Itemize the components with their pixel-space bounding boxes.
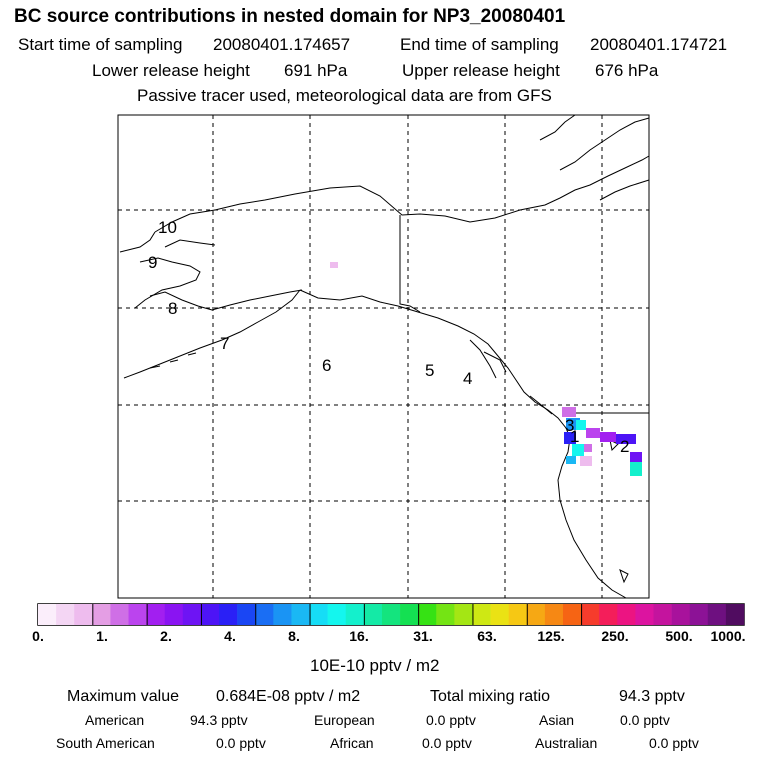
upper-height-value: 676 hPa <box>595 61 659 80</box>
concentration-field <box>330 262 642 476</box>
map-label-8: 8 <box>168 299 178 318</box>
map-label-3: 3 <box>565 416 575 435</box>
colorbar-cell <box>110 604 129 625</box>
colorbar-tick-6: 31. <box>413 628 433 644</box>
colorbar-cell <box>182 604 202 625</box>
map-label-5: 5 <box>425 361 435 380</box>
colorbar-cell <box>363 604 383 625</box>
map-label-9: 9 <box>148 253 158 272</box>
colorbar-cell <box>74 604 93 625</box>
region-american-name: American <box>85 712 145 728</box>
colorbar-cells <box>38 604 745 625</box>
colorbar-cell <box>508 604 528 625</box>
map-label-10: 10 <box>158 218 177 237</box>
colorbar-cell <box>400 604 419 625</box>
map-label-2: 2 <box>620 437 630 456</box>
colorbar-cell <box>327 604 347 625</box>
colorbar-tick-7: 63. <box>477 628 497 644</box>
colorbar-cell <box>309 604 328 625</box>
colorbar-cell <box>472 604 491 625</box>
region-south-american-value: 0.0 pptv <box>216 735 266 751</box>
max-value-label: Maximum value <box>67 688 180 705</box>
region-european-value: 0.0 pptv <box>426 712 476 728</box>
colorbar-cell <box>725 604 745 625</box>
total-mixing-value: 94.3 pptv <box>619 688 685 705</box>
colorbar-cell <box>671 604 690 625</box>
colorbar-cell <box>599 604 618 625</box>
colorbar-cell <box>544 604 564 625</box>
colorbar-tick-4: 8. <box>288 628 300 644</box>
colorbar-cell <box>345 604 365 625</box>
colorbar-tick-10: 500. <box>665 628 693 644</box>
start-time-value: 20080401.174657 <box>213 35 351 54</box>
region-european-name: European <box>314 712 375 728</box>
colorbar-cell <box>689 604 709 625</box>
colorbar-cell <box>128 604 147 625</box>
region-african-name: African <box>330 735 374 751</box>
lower-height-label: Lower release height <box>92 61 250 80</box>
region-south-american-name: South American <box>56 735 155 751</box>
colorbar-cell <box>273 604 292 625</box>
map-frame <box>117 114 650 599</box>
colorbar-cell <box>436 604 455 625</box>
map-label-1: 1 <box>570 427 580 446</box>
colorbar-cell <box>653 604 672 625</box>
colorbar-units: 10E-10 pptv / m2 <box>310 656 440 675</box>
colorbar-cell <box>164 604 184 625</box>
region-african-value: 0.0 pptv <box>422 735 472 751</box>
colorbar-cell <box>490 604 509 625</box>
map-label-4: 4 <box>463 369 473 388</box>
colorbar-cell <box>454 604 473 625</box>
colorbar-cell <box>237 604 256 625</box>
colorbar-cell <box>92 604 111 625</box>
colorbar-tick-3: 4. <box>224 628 236 644</box>
total-mixing-label: Total mixing ratio <box>430 688 551 705</box>
colorbar-cell <box>291 604 310 625</box>
region-australian-name: Australian <box>535 735 598 751</box>
region-asian-value: 0.0 pptv <box>620 712 670 728</box>
colorbar-cell <box>418 604 437 625</box>
colorbar-tick-11: 1000. <box>710 628 746 644</box>
upper-height-label: Upper release height <box>402 61 560 80</box>
colorbar-tick-1: 1. <box>96 628 108 644</box>
region-australian-value: 0.0 pptv <box>649 735 699 751</box>
colorbar-cell <box>617 604 636 625</box>
colorbar-cell <box>526 604 546 625</box>
colorbar-tick-2: 2. <box>160 628 172 644</box>
start-time-label: Start time of sampling <box>18 35 183 54</box>
colorbar-cell <box>146 604 166 625</box>
colorbar-cell <box>562 604 582 625</box>
colorbar-cell <box>581 604 600 625</box>
colorbar-cell <box>38 604 57 625</box>
region-asian-name: Asian <box>539 712 575 728</box>
end-time-value: 20080401.174721 <box>590 35 728 54</box>
map-label-7: 7 <box>220 334 230 353</box>
colorbar-cell <box>707 604 727 625</box>
coastlines <box>119 114 650 599</box>
lower-height-value: 691 hPa <box>284 61 348 80</box>
end-time-label: End time of sampling <box>400 35 559 54</box>
colorbar-tick-5: 16. <box>349 628 369 644</box>
colorbar-cell <box>381 604 401 625</box>
plot-title: BC source contributions in nested domain… <box>14 6 566 27</box>
colorbar-cell <box>219 604 238 625</box>
colorbar-tick-8: 125. <box>537 628 565 644</box>
max-value: 0.684E-08 pptv / m2 <box>216 688 361 705</box>
region-american-value: 94.3 pptv <box>190 712 248 728</box>
colorbar-cell <box>200 604 220 625</box>
colorbar-cell <box>255 604 274 625</box>
colorbar-tick-0: 0. <box>32 628 44 644</box>
map-label-6: 6 <box>322 356 332 375</box>
colorbar-cell <box>635 604 654 625</box>
colorbar-cell <box>56 604 75 625</box>
tracer-note: Passive tracer used, meteorological data… <box>137 86 552 105</box>
colorbar-tick-9: 250. <box>601 628 629 644</box>
